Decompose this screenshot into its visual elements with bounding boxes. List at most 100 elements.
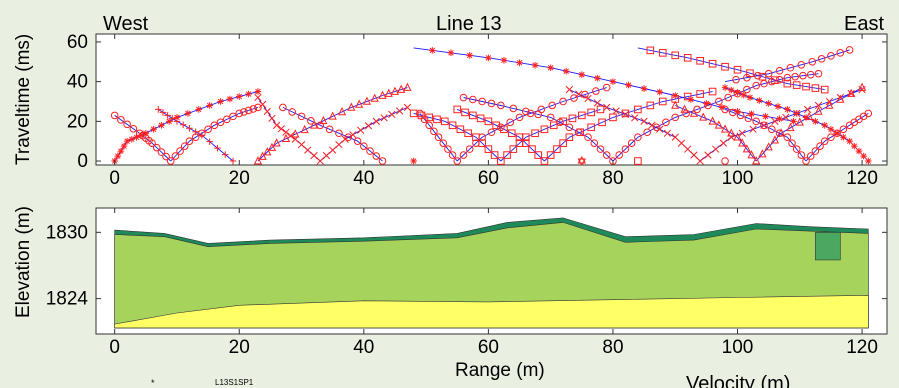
observed-point xyxy=(300,124,309,134)
observed-point xyxy=(783,73,792,82)
observed-point xyxy=(192,128,199,136)
observed-point xyxy=(640,85,648,92)
observed-point xyxy=(682,109,690,118)
observed-point xyxy=(500,56,508,64)
observed-point xyxy=(429,47,436,54)
observed-point xyxy=(646,101,655,110)
observed-point xyxy=(123,120,131,129)
observed-point xyxy=(349,131,357,139)
observed-point xyxy=(267,142,277,151)
observed-point xyxy=(816,142,824,150)
observed-point xyxy=(485,54,492,62)
computed-curve xyxy=(675,105,757,162)
observed-point xyxy=(291,135,299,143)
observed-point xyxy=(288,108,296,116)
observed-point xyxy=(137,131,145,139)
observed-point xyxy=(699,112,708,121)
observed-point xyxy=(186,124,193,132)
observed-point xyxy=(747,150,756,159)
observed-point xyxy=(795,117,804,126)
observed-point xyxy=(609,78,617,85)
observed-point xyxy=(720,124,730,133)
model-layers xyxy=(114,217,869,329)
observed-point xyxy=(671,113,680,122)
observed-point xyxy=(210,121,219,130)
observed-point xyxy=(162,152,170,161)
observed-point xyxy=(179,121,187,129)
observed-point xyxy=(370,93,379,102)
observed-point xyxy=(466,52,474,59)
observed-point xyxy=(714,120,723,129)
observed-point xyxy=(658,97,667,106)
computed-curve xyxy=(282,106,383,162)
observed-point xyxy=(214,144,221,152)
observed-point xyxy=(366,147,374,155)
observed-point xyxy=(640,117,648,125)
observed-point xyxy=(733,65,742,74)
velocity-anomaly xyxy=(815,232,841,261)
x-tick-label: 20 xyxy=(229,337,250,358)
observed-point xyxy=(696,157,704,165)
observed-point xyxy=(434,133,443,142)
observed-point xyxy=(347,102,356,111)
observed-point xyxy=(656,125,664,133)
observed-point xyxy=(806,70,815,79)
observed-point xyxy=(362,96,372,105)
observed-point xyxy=(286,132,295,140)
computed-curve xyxy=(612,73,819,162)
observed-point xyxy=(704,151,712,159)
observed-point xyxy=(625,81,632,89)
observed-point xyxy=(297,112,306,121)
observed-point xyxy=(764,69,773,78)
observed-point xyxy=(775,66,784,75)
observed-point xyxy=(703,100,710,107)
observed-point xyxy=(797,60,806,69)
observed-point xyxy=(587,108,595,117)
model-y-label: Elevation (m) xyxy=(13,206,34,318)
observed-point xyxy=(110,111,119,120)
observed-point xyxy=(180,142,189,150)
observed-point xyxy=(322,151,331,160)
observed-point xyxy=(166,157,175,165)
computed-curve xyxy=(114,115,172,162)
observed-point xyxy=(469,111,477,120)
x-tick-label: 20 xyxy=(229,168,250,189)
observed-point xyxy=(235,109,244,118)
observed-point xyxy=(865,157,872,165)
observed-point xyxy=(721,62,729,71)
observed-point xyxy=(721,84,729,91)
observed-point xyxy=(812,118,819,125)
observed-point xyxy=(677,139,686,147)
observed-point xyxy=(658,49,667,57)
observed-point xyxy=(771,76,779,84)
observed-point xyxy=(325,125,334,134)
observed-point xyxy=(344,133,353,142)
observed-point xyxy=(749,125,757,133)
observed-point xyxy=(364,122,373,130)
observed-point xyxy=(168,115,176,122)
observed-point xyxy=(447,49,455,57)
observed-point xyxy=(184,110,192,117)
observed-point xyxy=(254,93,262,102)
observed-point xyxy=(738,138,747,147)
traveltime-x-ticks: 0 20 40 60 80 100 120 xyxy=(109,34,878,189)
observed-point xyxy=(120,142,128,150)
observed-point xyxy=(133,133,140,141)
observed-point xyxy=(548,101,557,110)
observed-point xyxy=(453,105,462,114)
observed-point xyxy=(752,81,761,90)
computed-curve xyxy=(500,108,601,162)
observed-point xyxy=(492,121,500,130)
observed-point xyxy=(268,114,276,123)
observed-point xyxy=(817,55,826,63)
observed-point xyxy=(855,147,863,155)
observed-point xyxy=(802,82,810,91)
observed-point xyxy=(762,113,769,120)
observed-point xyxy=(836,49,845,57)
observed-point xyxy=(515,133,524,142)
observed-point xyxy=(643,128,652,137)
observed-point xyxy=(565,133,574,142)
observed-point xyxy=(791,72,799,81)
observed-point xyxy=(117,116,125,124)
observed-point xyxy=(752,156,761,165)
